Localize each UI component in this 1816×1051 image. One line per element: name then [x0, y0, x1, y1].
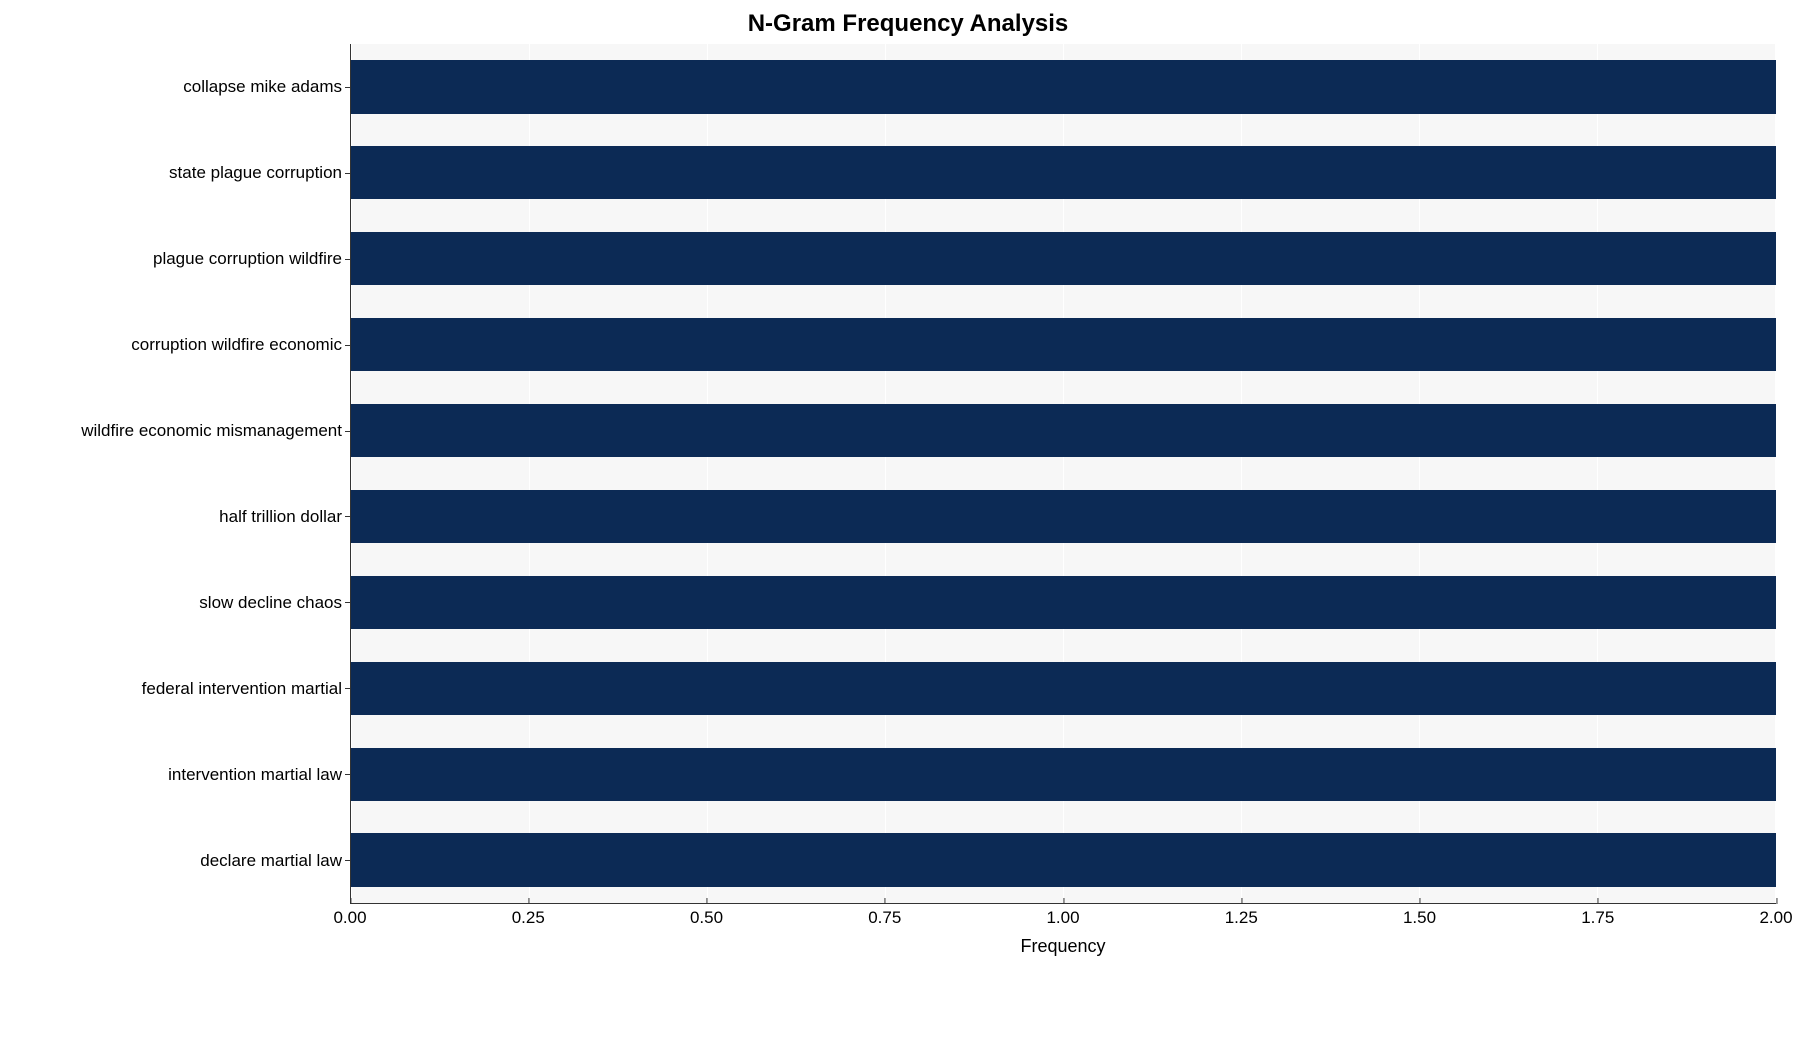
y-tick-label: federal intervention martial	[40, 646, 342, 732]
x-axis-row: 0.000.250.500.751.001.251.501.752.00 Fre…	[40, 904, 1776, 957]
x-tick-label: 2.00	[1759, 908, 1792, 928]
bar-slot	[351, 559, 1776, 645]
y-tickmark	[345, 259, 351, 260]
bar-slot	[351, 474, 1776, 560]
bar	[351, 833, 1776, 886]
bars-container	[351, 44, 1776, 903]
bar-slot	[351, 388, 1776, 474]
bar-slot	[351, 216, 1776, 302]
bar-slot	[351, 645, 1776, 731]
x-tick-label: 1.00	[1046, 908, 1079, 928]
bar	[351, 318, 1776, 371]
bar	[351, 60, 1776, 113]
x-tick-label: 1.50	[1403, 908, 1436, 928]
x-ticks: 0.000.250.500.751.001.251.501.752.00	[350, 908, 1776, 930]
x-tick-label: 0.75	[868, 908, 901, 928]
bar	[351, 576, 1776, 629]
bar	[351, 748, 1776, 801]
y-tickmark	[345, 431, 351, 432]
y-tickmark	[345, 860, 351, 861]
x-axis-title: Frequency	[350, 936, 1776, 957]
chart-title: N-Gram Frequency Analysis	[40, 10, 1776, 38]
plot-row: collapse mike adamsstate plague corrupti…	[40, 44, 1776, 904]
bar-slot	[351, 817, 1776, 903]
y-tick-label: corruption wildfire economic	[40, 302, 342, 388]
y-tick-label: collapse mike adams	[40, 44, 342, 130]
x-tick-label: 0.25	[512, 908, 545, 928]
ngram-chart: N-Gram Frequency Analysis collapse mike …	[40, 10, 1776, 957]
y-tick-label: intervention martial law	[40, 732, 342, 818]
x-tick-label: 1.25	[1225, 908, 1258, 928]
y-tickmark	[345, 688, 351, 689]
x-tick-label: 0.50	[690, 908, 723, 928]
bar	[351, 232, 1776, 285]
bar	[351, 404, 1776, 457]
y-tickmark	[345, 87, 351, 88]
y-tick-label: half trillion dollar	[40, 474, 342, 560]
y-tickmark	[345, 602, 351, 603]
plot-area	[350, 44, 1776, 904]
x-axis: 0.000.250.500.751.001.251.501.752.00 Fre…	[350, 908, 1776, 957]
x-tick-label: 1.75	[1581, 908, 1614, 928]
y-tick-label: state plague corruption	[40, 130, 342, 216]
y-tick-label: slow decline chaos	[40, 560, 342, 646]
x-tick-label: 0.00	[333, 908, 366, 928]
bar-slot	[351, 731, 1776, 817]
bar	[351, 146, 1776, 199]
y-axis: collapse mike adamsstate plague corrupti…	[40, 44, 350, 904]
bar-slot	[351, 44, 1776, 130]
y-tickmark	[345, 516, 351, 517]
y-tickmark	[345, 345, 351, 346]
bar	[351, 490, 1776, 543]
y-tick-label: wildfire economic mismanagement	[40, 388, 342, 474]
y-tickmark	[345, 774, 351, 775]
y-tick-label: declare martial law	[40, 818, 342, 904]
bar-slot	[351, 130, 1776, 216]
y-tick-label: plague corruption wildfire	[40, 216, 342, 302]
bar-slot	[351, 302, 1776, 388]
bar	[351, 662, 1776, 715]
y-tickmark	[345, 173, 351, 174]
